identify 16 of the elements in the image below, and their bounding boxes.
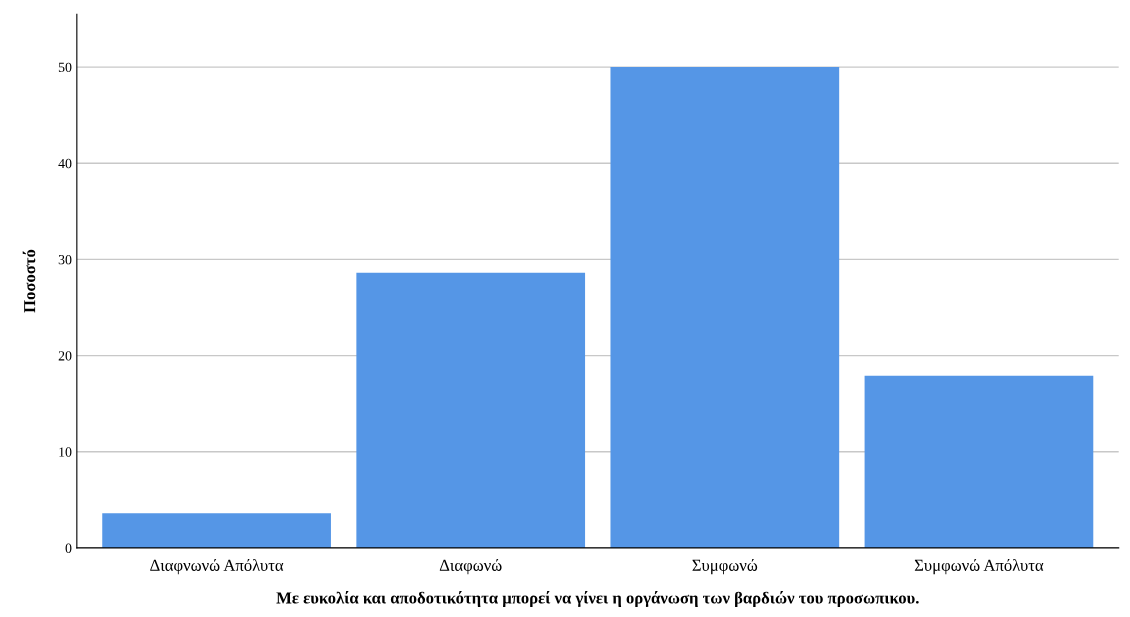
- y-tick-label: 10: [59, 447, 72, 457]
- y-tick-label: 0: [65, 543, 72, 553]
- bar: [356, 272, 586, 548]
- x-axis-title: Με ευκολία και αποδοτικότητα μπορεί να γίνει η οργάνωση των βαρδιών του προσωπικου.: [276, 590, 919, 607]
- y-axis-title: Ποσοστό: [22, 249, 36, 313]
- y-tick-label: 50: [58, 62, 72, 73]
- x-tick-label: Συμφωνώ: [692, 559, 758, 575]
- x-tick-label: Συμφωνώ Απόλυτα: [914, 559, 1044, 575]
- y-tick-label: 40: [58, 158, 72, 169]
- y-tick-label: 30: [58, 254, 72, 265]
- x-tick-label: Διαφωνώ: [439, 559, 502, 575]
- bar: [864, 375, 1094, 548]
- x-tick-label: Διαφνωνώ Απόλυτα: [150, 559, 284, 575]
- y-tick-label: 20: [58, 351, 72, 361]
- bar: [610, 67, 840, 548]
- bar: [102, 513, 331, 548]
